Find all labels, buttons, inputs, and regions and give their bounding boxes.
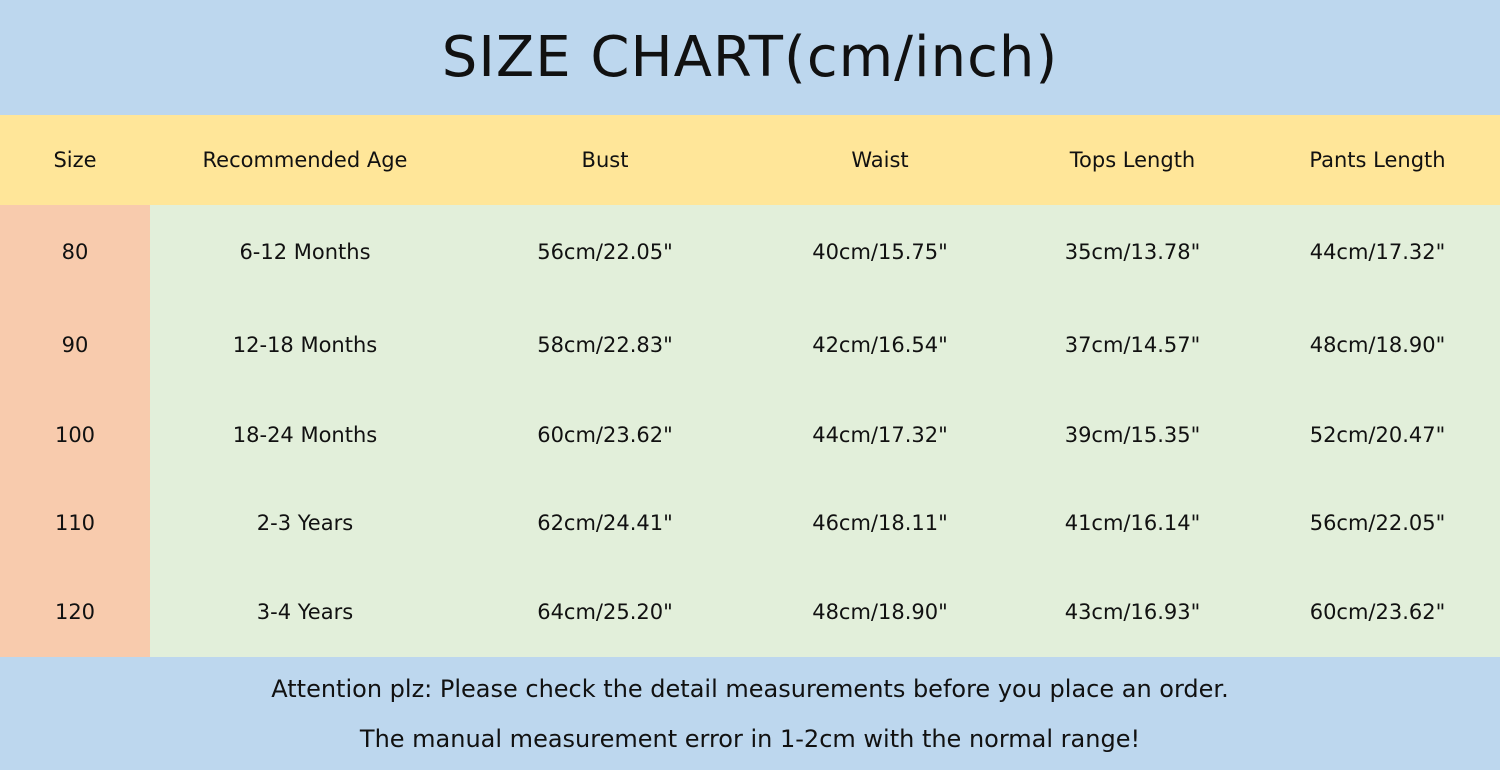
footer-line-2: The manual measurement error in 1-2cm wi…: [359, 724, 1141, 753]
cell-bust: 60cm/23.62": [460, 391, 750, 479]
header-age: Recommended Age: [202, 148, 408, 172]
header-tops-length: Tops Length: [1069, 148, 1196, 172]
cell-pants-length: 60cm/23.62": [1255, 566, 1500, 657]
table-row: 120 3-4 Years 64cm/25.20" 48cm/18.90" 43cm/1…: [0, 566, 1500, 657]
header-bust: Bust: [581, 148, 629, 172]
cell-waist: 46cm/18.11": [750, 479, 1010, 566]
table-row: 90 12-18 Months 58cm/22.83" 42cm/16.54" 37cm…: [0, 299, 1500, 391]
cell-waist: 42cm/16.54": [750, 299, 1010, 391]
table-header: Size Recommended Age Bust Waist Tops Len…: [0, 115, 1500, 205]
cell-tops-length: 43cm/16.93": [1010, 566, 1255, 657]
cell-waist: 44cm/17.32": [750, 391, 1010, 479]
cell-tops-length: 37cm/14.57": [1010, 299, 1255, 391]
cell-size: 90: [0, 299, 150, 391]
cell-tops-length: 35cm/13.78": [1010, 205, 1255, 299]
cell-waist: 48cm/18.90": [750, 566, 1010, 657]
table-row: 110 2-3 Years 62cm/24.41" 46cm/18.11" 41cm/1…: [0, 479, 1500, 566]
footer-line-1: Attention plz: Please check the detail m…: [271, 674, 1229, 703]
cell-waist: 40cm/15.75": [750, 205, 1010, 299]
cell-pants-length: 52cm/20.47": [1255, 391, 1500, 479]
cell-age: 2-3 Years: [150, 479, 460, 566]
cell-size: 120: [0, 566, 150, 657]
table-body: 80 6-12 Months 56cm/22.05" 40cm/15.75" 35cm/…: [0, 205, 1500, 657]
cell-bust: 56cm/22.05": [460, 205, 750, 299]
page-title: SIZE CHART(cm/inch): [0, 0, 1500, 115]
cell-age: 3-4 Years: [150, 566, 460, 657]
cell-pants-length: 44cm/17.32": [1255, 205, 1500, 299]
cell-tops-length: 41cm/16.14": [1010, 479, 1255, 566]
cell-pants-length: 48cm/18.90": [1255, 299, 1500, 391]
cell-age: 12-18 Months: [150, 299, 460, 391]
cell-size: 110: [0, 479, 150, 566]
cell-age: 6-12 Months: [150, 205, 460, 299]
cell-bust: 62cm/24.41": [460, 479, 750, 566]
cell-tops-length: 39cm/15.35": [1010, 391, 1255, 479]
table-row: 100 18-24 Months 60cm/23.62" 44cm/17.32" 39c…: [0, 391, 1500, 479]
header-waist: Waist: [851, 148, 909, 172]
cell-age: 18-24 Months: [150, 391, 460, 479]
cell-size: 80: [0, 205, 150, 299]
footer-note: Attention plz: Please check the detail m…: [0, 657, 1500, 770]
cell-size: 100: [0, 391, 150, 479]
cell-pants-length: 56cm/22.05": [1255, 479, 1500, 566]
header-size: Size: [53, 148, 97, 172]
table-row: 80 6-12 Months 56cm/22.05" 40cm/15.75" 35cm/…: [0, 205, 1500, 299]
cell-bust: 58cm/22.83": [460, 299, 750, 391]
cell-bust: 64cm/25.20": [460, 566, 750, 657]
header-pants-length: Pants Length: [1309, 148, 1446, 172]
